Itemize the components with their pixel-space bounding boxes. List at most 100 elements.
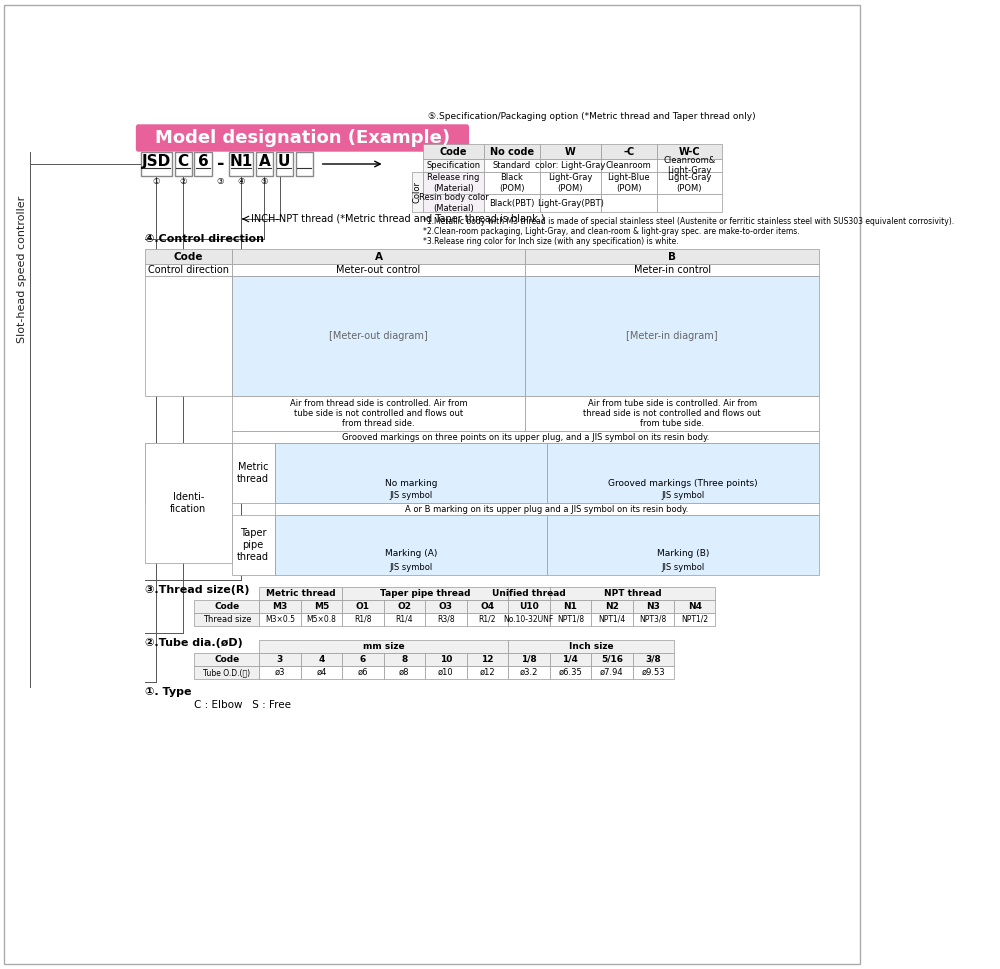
Text: R3/8: R3/8 [437, 615, 455, 624]
Bar [484, 172, 540, 194]
Bar [232, 515, 275, 575]
Text: Slot-head speed controller: Slot-head speed controller [17, 196, 27, 343]
Text: B: B [668, 252, 676, 262]
Text: Code: Code [214, 602, 239, 611]
Bar [508, 640, 674, 653]
Bar [425, 613, 467, 626]
Bar [194, 152, 212, 176]
Text: 10: 10 [440, 655, 452, 664]
Text: Code: Code [174, 252, 203, 262]
Text: ①. Type: ①. Type [145, 687, 192, 697]
Bar [384, 613, 425, 626]
Text: 5/16: 5/16 [601, 655, 623, 664]
Text: M5: M5 [314, 602, 329, 611]
Text: INCH-NPT thread (*Metric thread and Taper thread is blank.): INCH-NPT thread (*Metric thread and Tape… [251, 214, 544, 224]
Text: R1/2: R1/2 [479, 615, 496, 624]
Text: Light-Gray
(POM): Light-Gray (POM) [548, 173, 593, 193]
Bar [540, 194, 601, 212]
Text: [Meter-out diagram]: [Meter-out diagram] [329, 331, 428, 341]
Text: 3: 3 [277, 655, 283, 664]
Text: N2: N2 [605, 602, 619, 611]
FancyBboxPatch shape [137, 125, 468, 151]
Bar [301, 613, 342, 626]
Bar [601, 194, 657, 212]
Text: Model designation (Example): Model designation (Example) [155, 129, 450, 147]
Text: Taper pipe thread: Taper pipe thread [380, 589, 470, 598]
Text: R1/8: R1/8 [354, 615, 372, 624]
Text: ②: ② [179, 176, 187, 185]
Text: *3.Release ring color for Inch size (with any specification) is white.: *3.Release ring color for Inch size (wit… [423, 237, 679, 246]
Bar [301, 600, 342, 613]
Bar [540, 144, 601, 159]
Bar [276, 152, 293, 176]
Bar [296, 152, 313, 176]
Text: NPT1/4: NPT1/4 [598, 615, 625, 624]
Bar [423, 159, 484, 172]
Text: mm size: mm size [363, 642, 404, 651]
Text: Cleanroom: Cleanroom [606, 161, 652, 170]
Bar [259, 640, 508, 653]
Bar [342, 653, 384, 666]
Text: U10: U10 [519, 602, 539, 611]
Bar [547, 515, 819, 575]
Bar [259, 613, 301, 626]
Bar [229, 152, 253, 176]
Bar [423, 144, 484, 159]
Text: 1/4: 1/4 [562, 655, 578, 664]
Bar [540, 159, 601, 172]
Bar [484, 159, 540, 172]
Bar [145, 443, 232, 563]
Bar [484, 194, 540, 212]
Text: No code: No code [490, 146, 534, 157]
Bar [232, 396, 525, 431]
Text: ø4: ø4 [316, 668, 327, 677]
Bar [425, 653, 467, 666]
Bar [550, 613, 591, 626]
Text: Taper
pipe
thread: Taper pipe thread [237, 528, 269, 562]
Text: *1.Metallic body with M3 thread is made of special stainless steel (Austenite or: *1.Metallic body with M3 thread is made … [423, 217, 955, 226]
Bar [259, 653, 301, 666]
Text: U: U [278, 153, 290, 169]
Text: W-C: W-C [678, 146, 700, 157]
Bar [633, 613, 674, 626]
Text: ø3: ø3 [275, 668, 285, 677]
Text: Tube O.D.(㎜): Tube O.D.(㎜) [203, 668, 250, 677]
Bar [633, 666, 674, 679]
Bar [342, 666, 384, 679]
Bar [145, 276, 232, 396]
Bar [342, 587, 508, 600]
Bar [657, 194, 722, 212]
Text: Meter-out control: Meter-out control [336, 265, 421, 275]
Bar [525, 264, 819, 276]
Bar [145, 443, 232, 503]
Text: N3: N3 [646, 602, 660, 611]
Bar [194, 653, 259, 666]
Bar [342, 613, 384, 626]
Text: ø8: ø8 [399, 668, 410, 677]
Bar [591, 613, 633, 626]
Bar [256, 152, 273, 176]
Text: Inch size: Inch size [569, 642, 613, 651]
Bar [425, 666, 467, 679]
Text: color: Light-Gray: color: Light-Gray [535, 161, 606, 170]
Bar [601, 144, 657, 159]
Bar [484, 144, 540, 159]
Text: O4: O4 [480, 602, 494, 611]
Bar [657, 172, 722, 194]
Text: A: A [259, 153, 270, 169]
Text: Unified thread: Unified thread [492, 589, 566, 598]
Text: Metric
thread: Metric thread [237, 462, 269, 484]
Text: ø6.35: ø6.35 [558, 668, 582, 677]
Text: Black
(POM): Black (POM) [499, 173, 525, 193]
Bar [232, 276, 525, 396]
Text: Cleanroom&
Light-Gray: Cleanroom& Light-Gray [663, 156, 715, 175]
Text: ③: ③ [217, 176, 224, 185]
Bar [259, 666, 301, 679]
Bar [194, 666, 259, 679]
Bar [275, 443, 547, 503]
Text: C : Elbow   S : Free: C : Elbow S : Free [194, 700, 291, 710]
Bar [550, 587, 715, 600]
Bar [145, 264, 232, 276]
Text: -: - [217, 155, 224, 173]
Bar [384, 653, 425, 666]
